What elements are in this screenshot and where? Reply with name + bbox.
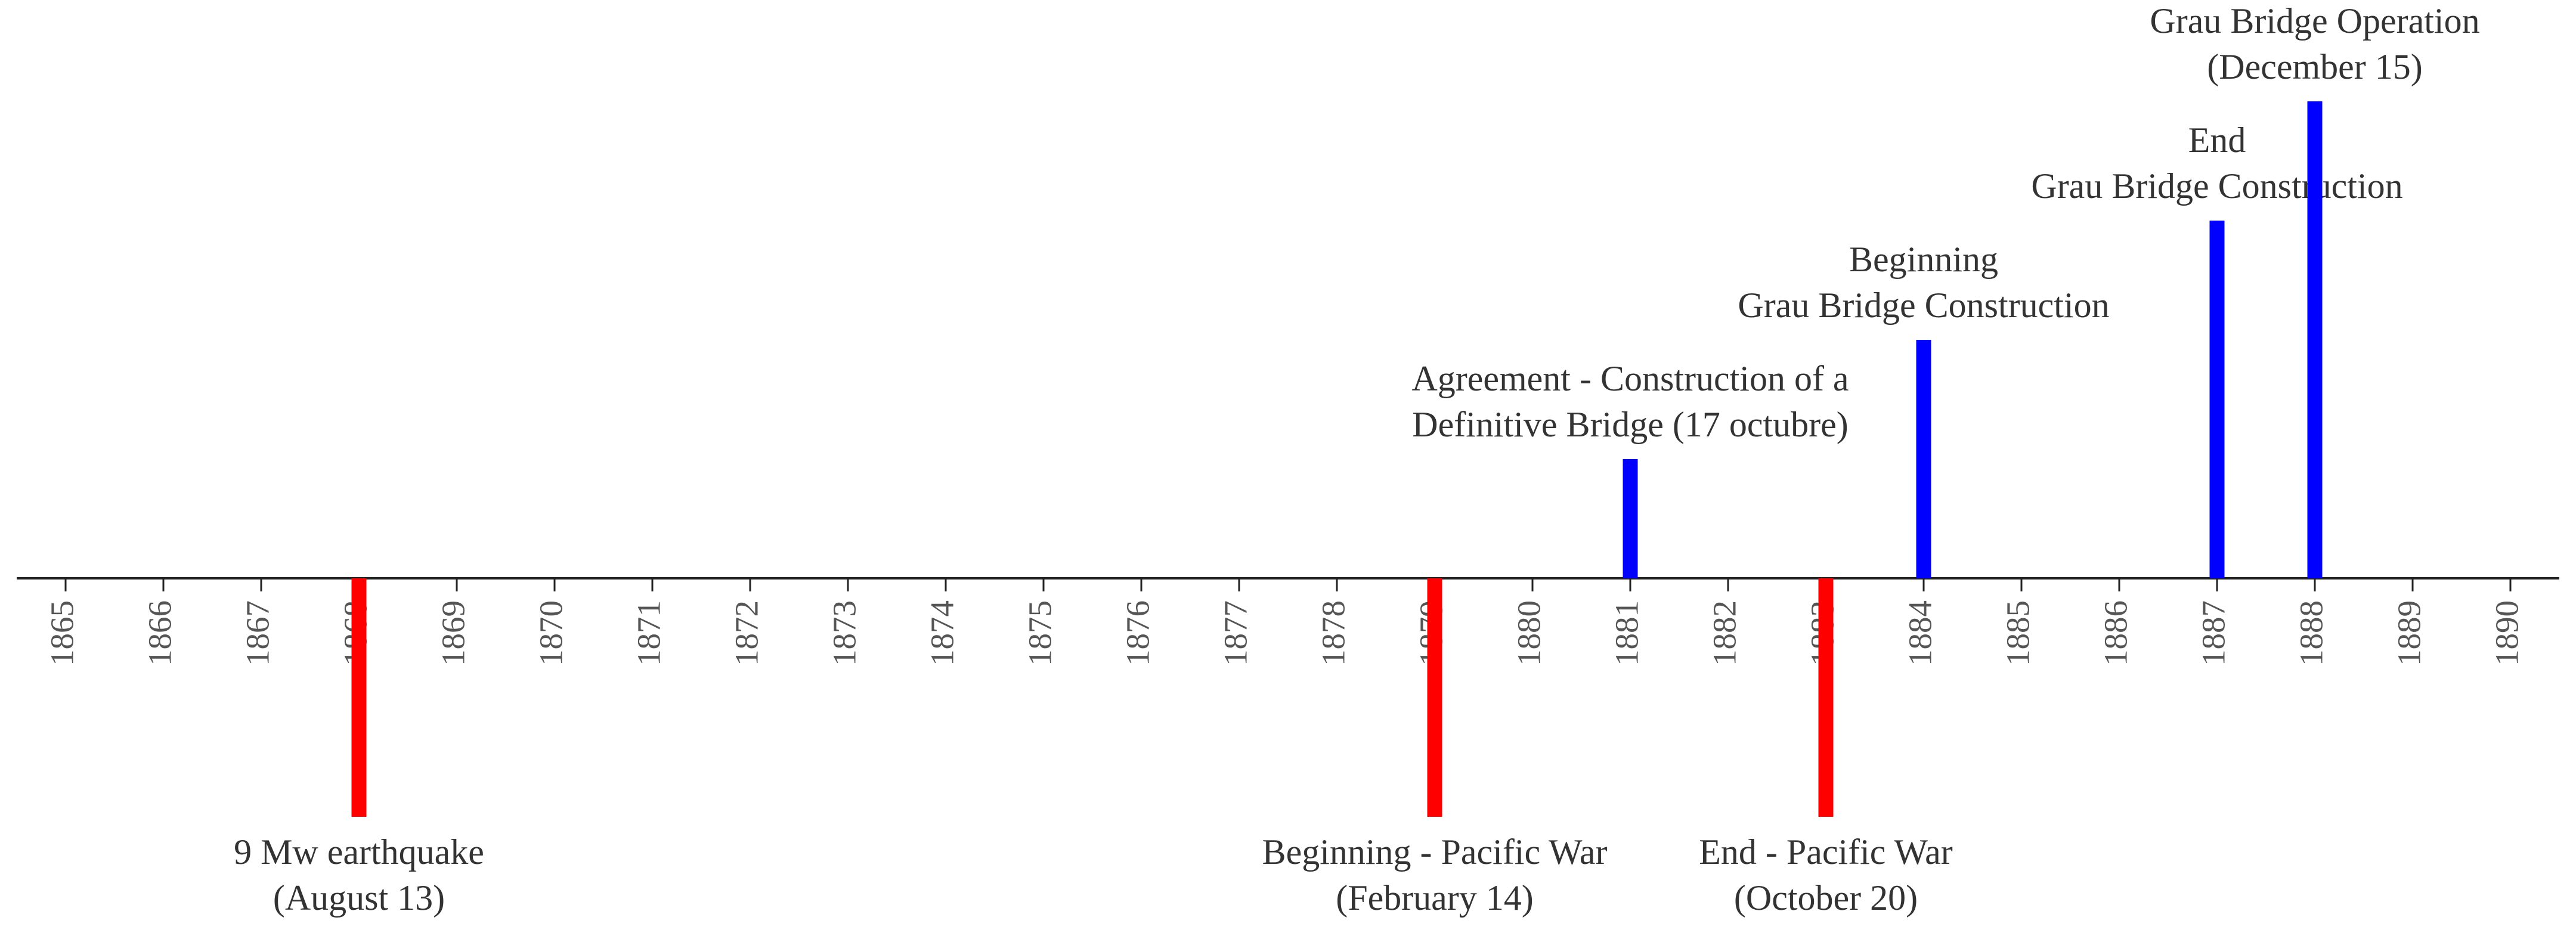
x-tick-label: 1884 xyxy=(1902,600,1939,666)
event-bar xyxy=(1818,578,1834,817)
event-label: (August 13) xyxy=(273,878,445,918)
x-tick-label: 1872 xyxy=(729,600,765,666)
event-label: Definitive Bridge (17 octubre) xyxy=(1412,405,1848,444)
x-tick-label: 1882 xyxy=(1707,600,1743,666)
x-tick-label: 1875 xyxy=(1022,600,1058,666)
event-label: 9 Mw earthquake xyxy=(234,832,484,872)
x-tick-label: 1865 xyxy=(44,600,80,666)
x-tick-label: 1885 xyxy=(2000,600,2036,666)
event-label: Grau Bridge Construction xyxy=(2031,166,2402,206)
x-tick-label: 1889 xyxy=(2391,600,2428,666)
x-tick-label: 1878 xyxy=(1315,600,1352,666)
event-bar xyxy=(2307,101,2323,578)
x-tick-label: 1871 xyxy=(631,600,667,666)
event-label: End - Pacific War xyxy=(1699,832,1953,872)
x-tick-label: 1869 xyxy=(435,600,472,666)
event-label: (February 14) xyxy=(1336,878,1534,918)
event-bar xyxy=(1623,459,1638,578)
x-tick-label: 1881 xyxy=(1609,600,1645,666)
x-tick-label: 1870 xyxy=(533,600,569,666)
x-tick-label: 1877 xyxy=(1218,600,1254,666)
event-bar xyxy=(351,578,367,817)
x-tick-label: 1866 xyxy=(142,600,178,666)
event-label: (October 20) xyxy=(1734,878,1918,918)
event-label: Grau Bridge Construction xyxy=(1738,286,2109,325)
event-label: (December 15) xyxy=(2207,47,2422,86)
event-bar xyxy=(1916,340,1931,578)
x-tick-label: 1874 xyxy=(924,600,961,666)
x-tick-label: 1873 xyxy=(826,600,863,666)
x-tick-label: 1876 xyxy=(1120,600,1156,666)
x-tick-label: 1880 xyxy=(1511,600,1547,666)
x-tick-label: 1887 xyxy=(2196,600,2232,666)
event-label: Beginning - Pacific War xyxy=(1262,832,1608,872)
event-bar xyxy=(2209,221,2225,578)
x-tick-label: 1888 xyxy=(2293,600,2330,666)
x-tick-label: 1886 xyxy=(2098,600,2134,666)
event-bar xyxy=(1427,578,1442,817)
event-label: Beginning xyxy=(1849,240,1998,279)
x-tick-label: 1890 xyxy=(2489,600,2525,666)
event-label: Grau Bridge Operation xyxy=(2150,1,2479,41)
event-label: Agreement - Construction of a xyxy=(1411,359,1849,398)
event-label: End xyxy=(2188,120,2246,160)
x-tick-label: 1867 xyxy=(240,600,276,666)
